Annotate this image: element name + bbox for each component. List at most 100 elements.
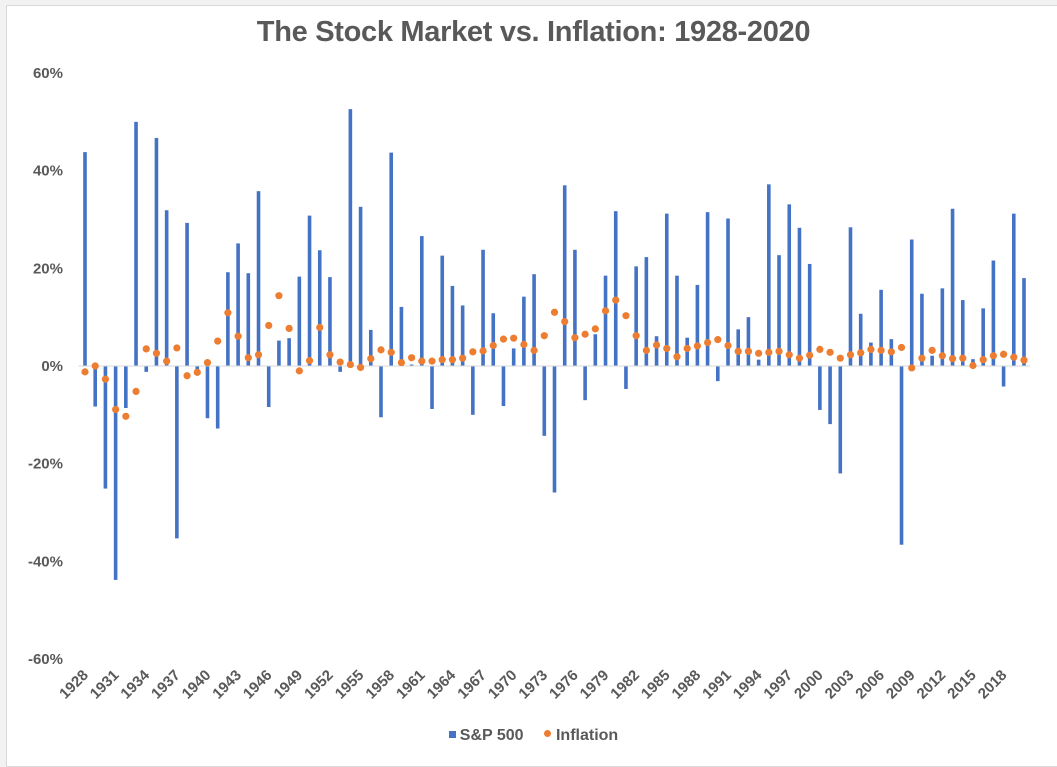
bar-sp500-1940 [205,366,210,419]
point-inflation-1962 [428,357,436,365]
bar-sp500-1951 [317,250,322,366]
bar-sp500-1966 [471,366,475,415]
bar-sp500-1942 [226,272,230,366]
point-inflation-2020 [1020,356,1028,364]
x-tick-label: 1946 [240,667,276,703]
x-tick-label: 1958 [362,667,398,703]
bar-sp500-1970 [511,348,516,366]
point-inflation-1984 [652,341,661,349]
y-axis-ticks: 60% 40% 20% 0% -20% -40% -60% [28,65,63,668]
bar-sp500-1981 [624,366,628,389]
bar-sp500-1983 [644,257,649,366]
point-inflation-2012 [938,352,946,360]
point-inflation-1929 [91,362,99,370]
bar-sp500-1968 [491,313,496,366]
x-tick-label: 1964 [424,666,460,702]
bar-sp500-2002 [838,366,843,474]
x-tick-label: 1940 [179,667,215,703]
bar-sp500-1934 [144,366,149,372]
bar-sp500-1938 [185,222,189,366]
point-inflation-1952 [326,351,334,359]
bar-sp500-2012 [940,288,945,366]
point-inflation-1971 [520,340,528,349]
point-inflation-1939 [193,368,201,376]
point-inflation-1965 [459,354,467,362]
point-inflation-1989 [703,338,712,347]
x-tick-label: 1955 [332,667,368,703]
point-inflation-1966 [469,348,477,356]
bar-sp500-1930 [103,366,108,489]
bar-sp500-1974 [552,366,557,493]
x-tick-label: 1976 [546,667,582,703]
x-tick-label: 2018 [975,667,1011,703]
bar-sp500-1933 [134,121,138,366]
point-inflation-1992 [734,347,742,355]
bar-sp500-1958 [389,152,393,366]
point-inflation-1944 [244,354,252,362]
point-inflation-1997 [785,351,793,359]
point-inflation-1960 [408,354,416,362]
bar-sp500-1956 [368,329,373,366]
point-inflation-2014 [959,354,967,362]
point-inflation-1967 [479,347,487,355]
bar-sp500-2011 [930,355,934,366]
bar-sp500-1975 [562,185,567,366]
y-tick-label: 40% [33,163,63,180]
y-tick-label: 0% [41,358,63,375]
bar-sp500-1937 [175,366,179,539]
point-inflation-2013 [948,355,957,363]
point-inflation-1956 [367,355,375,363]
point-inflation-1983 [642,346,650,354]
point-inflation-2017 [989,352,997,360]
bar-sp500-1952 [328,277,332,366]
x-tick-label: 1994 [730,666,766,702]
point-inflation-1933 [132,387,140,395]
x-tick-label: 2012 [914,667,950,703]
bar-sp500-1962 [430,366,434,409]
bar-sp500-1960 [409,364,414,366]
point-inflation-1955 [356,363,365,372]
legend-label-sp500: S&P 500 [459,727,524,744]
point-inflation-2002 [836,354,844,362]
point-inflation-2003 [846,351,855,359]
bar-sp500-2010 [920,293,924,366]
bar-sp500-1948 [287,338,291,366]
bar-sp500-1964 [450,285,455,366]
point-inflation-1999 [806,351,814,359]
bar-sp500-1986 [675,275,679,366]
point-inflation-1940 [203,358,212,367]
x-tick-label: 1943 [209,667,245,703]
bar-sp500-1945 [256,191,261,366]
chart-title: The Stock Market vs. Inflation: 1928-202… [256,16,811,48]
bar-sp500-1947 [277,340,281,366]
point-inflation-1948 [285,324,293,332]
x-tick-label: 1931 [87,667,123,703]
x-tick-label: 1997 [760,667,796,703]
point-inflation-1978 [591,325,599,333]
bar-sp500-1973 [542,366,547,436]
bar-sp500-2004 [858,313,863,366]
point-inflation-1968 [489,341,497,350]
point-inflation-1990 [714,336,722,344]
point-inflation-1932 [122,412,130,420]
point-inflation-1996 [775,347,783,355]
point-inflation-1936 [163,357,171,365]
point-inflation-2008 [897,343,906,352]
point-inflation-1930 [101,375,110,383]
bar-sp500-1939 [195,366,200,372]
chart-plot: 60% 40% 20% 0% -20% -40% -60% 1928193119341937… [28,65,1030,703]
bar-sp500-1978 [593,334,598,366]
point-inflation-1951 [316,323,324,332]
bar-sp500-1935 [154,137,159,366]
x-tick-label: 1973 [516,667,552,703]
point-inflation-1993 [744,347,753,355]
bar-sp500-2020 [1022,278,1026,366]
bar-sp500-1996 [777,255,781,366]
x-tick-label: 1985 [638,667,674,703]
point-inflation-1947 [275,292,283,300]
legend-swatch-bar [448,731,456,738]
point-inflation-1963 [438,356,446,364]
point-inflation-1986 [673,353,681,361]
point-inflation-1994 [755,349,763,357]
bar-sp500-2019 [1011,213,1016,366]
